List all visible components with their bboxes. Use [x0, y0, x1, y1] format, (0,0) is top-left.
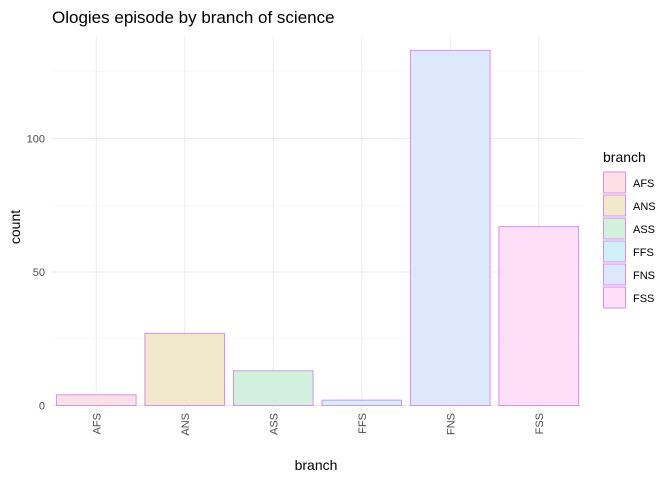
legend-label: FFS	[633, 247, 654, 259]
legend-key-afs	[603, 171, 626, 194]
chart-title: Ologies episode by branch of science	[52, 8, 335, 27]
y-axis-title: count	[7, 210, 23, 244]
y-tick-label: 100	[27, 134, 45, 146]
bar-fss	[498, 226, 580, 406]
legend-label: FNS	[633, 270, 655, 282]
legend-label: FSS	[633, 293, 654, 305]
y-tick-label: 50	[33, 267, 45, 279]
bar-ans	[144, 332, 226, 406]
bar-ass	[232, 370, 314, 407]
legend-key-fns	[603, 263, 626, 286]
x-tick-label: ANS	[180, 413, 192, 436]
x-axis-title: branch	[295, 457, 338, 473]
legend-key-fss	[603, 286, 626, 309]
bars	[55, 49, 580, 407]
legend-label: ASS	[633, 224, 655, 236]
legend-items: AFS ANS ASS FFS FNS FSS	[603, 171, 656, 309]
x-tick-label: ASS	[268, 413, 280, 435]
legend-label: ANS	[633, 201, 656, 213]
x-tick-label: FNS	[445, 413, 457, 435]
y-tick-label: 0	[39, 401, 45, 413]
legend-key-ass	[603, 217, 626, 240]
legend-label: AFS	[633, 178, 654, 190]
bar-ffs	[321, 399, 403, 407]
legend: branch AFS ANS ASS FFS FNS FSS	[603, 149, 656, 309]
legend-key-ffs	[603, 240, 626, 263]
x-axis-ticks: AFS ANS ASS FFS FNS FSS	[91, 413, 546, 436]
x-tick-label: AFS	[91, 413, 103, 434]
x-tick-label: FFS	[357, 413, 369, 434]
legend-title: branch	[603, 149, 646, 165]
bar-afs	[55, 394, 137, 407]
bar-fns	[409, 49, 491, 406]
legend-key-ans	[603, 194, 626, 217]
x-tick-label: FSS	[534, 413, 546, 434]
y-axis-ticks: 0 50 100	[27, 134, 45, 413]
